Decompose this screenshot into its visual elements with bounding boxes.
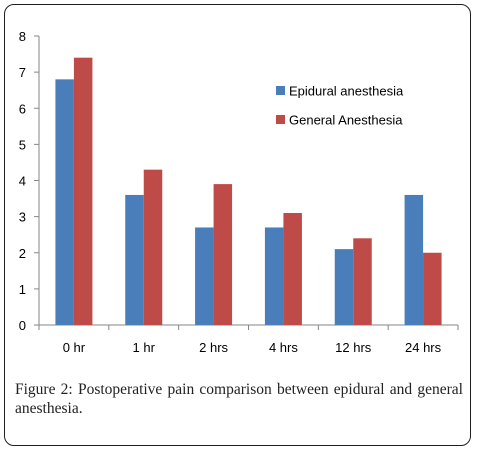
x-axis-labels: 0 hr 1 hr 2 hrs 4 hrs 12 hrs 24 hrs — [63, 340, 442, 355]
chart-legend: Epidural anesthesia General Anesthesia — [276, 84, 404, 128]
legend-swatch — [276, 86, 285, 95]
y-tick-label: 8 — [19, 29, 26, 44]
y-tick-label: 2 — [19, 246, 26, 261]
y-tick-label: 4 — [19, 174, 26, 189]
bar-epidural-5 — [404, 194, 424, 325]
y-tick-label: 0 — [19, 318, 26, 333]
bar-general-1 — [143, 169, 163, 325]
bar-general-5 — [423, 252, 442, 325]
bar-epidural-4 — [334, 249, 354, 325]
chart-axes — [34, 35, 459, 330]
caption-text: Postoperative pain comparison between ep… — [15, 381, 463, 417]
y-tick-label: 6 — [19, 101, 26, 116]
x-category-label: 12 hrs — [335, 340, 372, 355]
x-category-label: 2 hrs — [199, 340, 228, 355]
bar-epidural-2 — [195, 227, 214, 325]
y-tick-label: 1 — [19, 282, 26, 297]
figure-caption: Figure 2: Postoperative pain comparison … — [15, 380, 463, 418]
legend-swatch — [276, 115, 285, 124]
y-tick-label: 7 — [19, 65, 26, 80]
y-tick-label: 3 — [19, 210, 26, 225]
y-axis-labels: 0 1 2 3 4 5 6 7 8 — [19, 29, 26, 333]
bar-epidural-1 — [125, 194, 144, 325]
bar-general-2 — [213, 184, 233, 325]
bar-general-4 — [353, 238, 372, 325]
x-category-label: 1 hr — [133, 340, 156, 355]
x-category-label: 0 hr — [63, 340, 86, 355]
bar-chart: 0 hr 1 hr 2 hrs 4 hrs 12 hrs 24 hrs 0 1 2 3 4 5 6 7 8… — [19, 29, 459, 355]
chart-bars — [55, 57, 442, 326]
bar-epidural-0 — [55, 79, 74, 325]
x-category-label: 24 hrs — [405, 340, 442, 355]
y-tick-label: 5 — [19, 137, 26, 152]
legend-label: General Anesthesia — [289, 113, 403, 128]
bar-epidural-3 — [264, 227, 284, 325]
bar-general-3 — [283, 213, 302, 325]
x-category-label: 4 hrs — [269, 340, 298, 355]
caption-label: Figure 2: — [15, 381, 73, 398]
bar-general-0 — [73, 57, 93, 326]
legend-label: Epidural anesthesia — [289, 84, 404, 99]
